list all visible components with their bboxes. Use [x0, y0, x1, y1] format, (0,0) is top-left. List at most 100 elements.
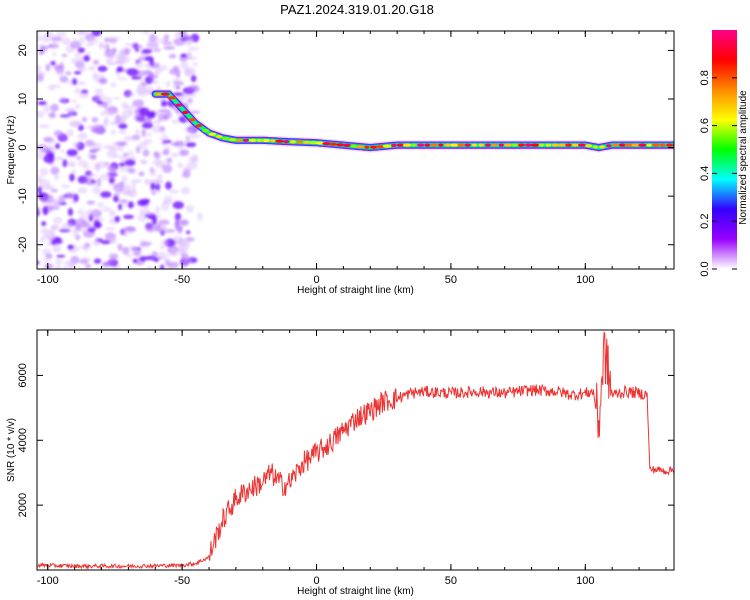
noise-blob [45, 253, 53, 260]
y-tick-label: 2000 [17, 493, 29, 517]
noise-blob [43, 258, 49, 263]
noise-blob [157, 173, 164, 180]
noise-blob [38, 124, 50, 129]
noise-blob [174, 140, 185, 147]
ridge-core [464, 143, 471, 147]
ridge-core [382, 144, 392, 148]
noise-blob [72, 141, 81, 148]
noise-blob [170, 152, 180, 158]
noise-blob [168, 53, 177, 59]
noise-blob [42, 206, 49, 216]
ridge-core [356, 145, 365, 149]
noise-blob [118, 123, 128, 130]
noise-blob [45, 194, 54, 204]
ridge-core [160, 92, 170, 96]
noise-blob [145, 212, 155, 216]
noise-blob [174, 31, 181, 39]
noise-blob [180, 53, 188, 58]
noise-blob [92, 71, 98, 80]
noise-blob [142, 31, 150, 35]
noise-blob [180, 186, 191, 195]
noise-blob [151, 251, 158, 258]
noise-blob [54, 258, 63, 265]
noise-blob [93, 221, 102, 229]
noise-blob [124, 48, 130, 56]
noise-blob [147, 265, 153, 269]
noise-blob [114, 215, 120, 223]
x-tick-label: -50 [174, 575, 190, 587]
noise-blob [141, 128, 146, 138]
noise-blob [85, 42, 95, 47]
noise-blob [132, 258, 138, 264]
ridge-core [154, 92, 163, 96]
noise-blob [163, 200, 173, 204]
ridge-core [329, 142, 337, 146]
noise-blob [139, 107, 150, 116]
noise-blob [133, 114, 144, 122]
colorbar-label: Normalized spectral amplitude [738, 90, 749, 225]
noise-blob [70, 57, 81, 64]
ridge-core [283, 140, 290, 144]
noise-blob [116, 77, 128, 81]
noise-blob [166, 157, 173, 164]
noise-blob [41, 221, 47, 227]
noise-blob [116, 54, 123, 60]
spectrogram-plot [37, 31, 674, 269]
colorbar-tick-label: 0.4 [699, 166, 711, 181]
colorbar-tick-label: 0.2 [699, 214, 711, 229]
noise-blob [103, 107, 115, 117]
ridge-core [364, 145, 370, 149]
noise-blob [83, 177, 96, 185]
noise-blob [39, 167, 49, 177]
ridge-core [612, 143, 619, 147]
noise-blob [53, 64, 62, 70]
noise-blob [52, 40, 57, 44]
noise-blob [161, 163, 166, 169]
ridge-core [322, 142, 331, 146]
noise-blob [185, 142, 197, 148]
noise-blob [160, 264, 165, 269]
noise-blob [82, 165, 91, 170]
x-tick-label: 0 [313, 274, 319, 286]
noise-blob [153, 178, 164, 185]
noise-blob [163, 45, 176, 50]
ridge-core [290, 140, 296, 144]
noise-blob [172, 84, 180, 90]
noise-blob [99, 124, 105, 130]
noise-blob [86, 141, 97, 147]
noise-blob [138, 70, 144, 75]
snr-ylabel: SNR (10 * v/v) [6, 418, 17, 482]
noise-blob [160, 100, 168, 107]
ridge-core [262, 138, 271, 143]
noise-blob [186, 88, 195, 92]
noise-blob [37, 260, 40, 265]
ridge-core [551, 143, 559, 147]
noise-blob [190, 74, 197, 83]
noise-blob [139, 256, 148, 262]
noise-blob [69, 121, 81, 128]
noise-blob [122, 152, 129, 157]
snr-axes: -100 -50 0 50 100 2000 4000 6000 Height of strai… [6, 329, 675, 597]
noise-blob [60, 149, 65, 154]
noise-blob [186, 51, 193, 60]
ridge-core [449, 143, 459, 147]
noise-blob [142, 149, 150, 157]
x-tick-label: 100 [576, 274, 594, 286]
noise-blob [94, 93, 106, 101]
noise-blob [100, 191, 112, 198]
noise-blob [88, 65, 96, 71]
noise-blob [92, 59, 100, 65]
noise-blob [48, 151, 55, 159]
noise-blob [134, 134, 139, 142]
noise-blob [52, 198, 63, 204]
noise-blob [150, 79, 159, 85]
ridge-core [242, 138, 250, 142]
noise-blob [37, 34, 42, 42]
noise-blob [123, 135, 135, 142]
noise-blob [70, 40, 82, 49]
noise-blob [86, 125, 97, 130]
noise-blob [70, 200, 77, 204]
noise-blob [118, 162, 126, 167]
noise-blob [48, 84, 55, 91]
